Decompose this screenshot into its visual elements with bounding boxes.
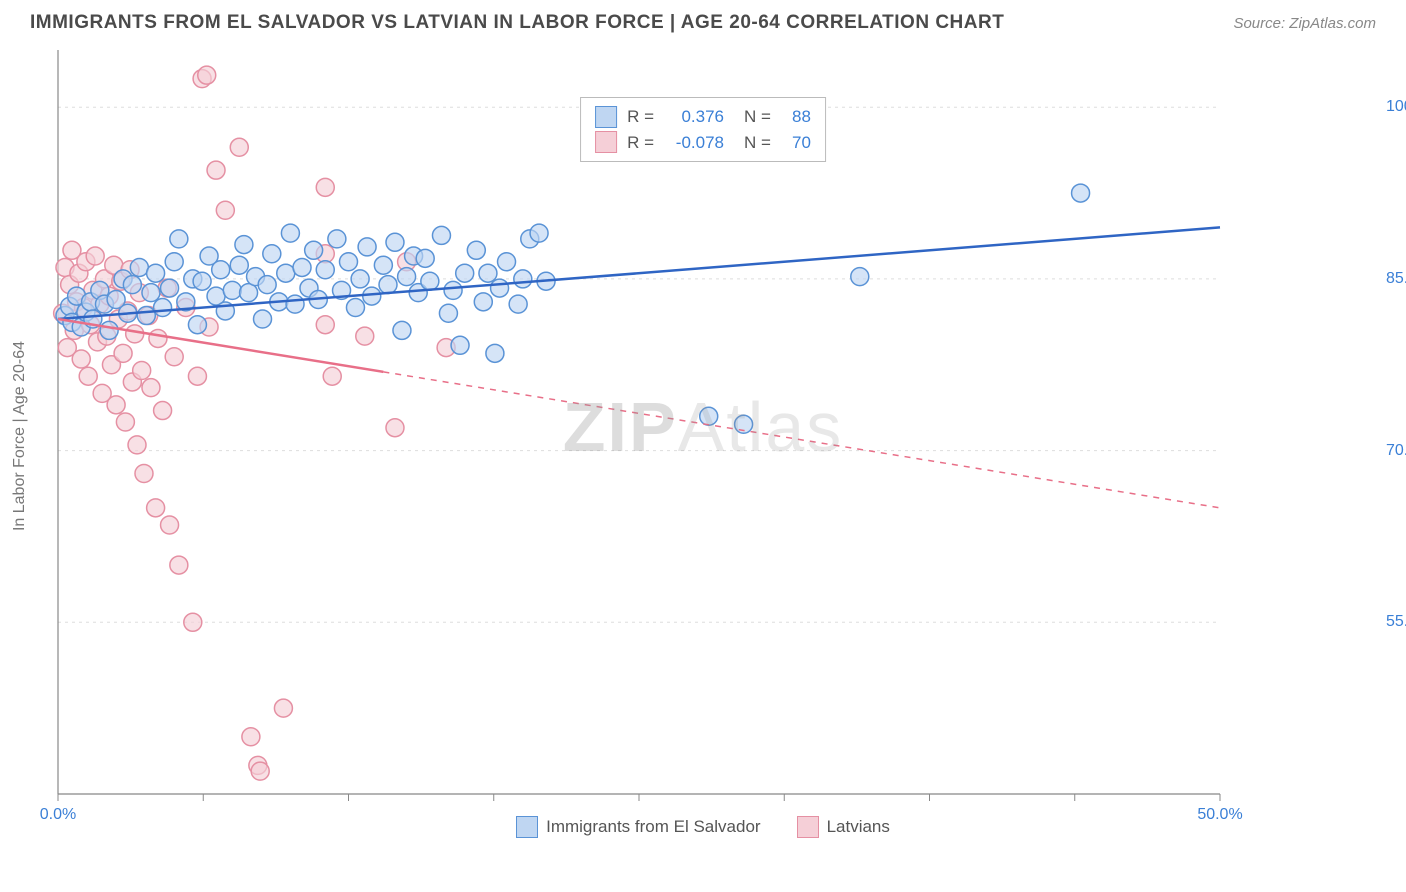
r-label: R = [627,130,654,156]
r-value: 0.376 [664,104,724,130]
r-value: -0.078 [664,130,724,156]
legend-row: R = -0.078 N = 70 [595,130,811,156]
legend-item: Latvians [797,816,890,838]
correlation-legend: R = 0.376 N = 88 R = -0.078 N = 70 [580,97,826,162]
chart-container: In Labor Force | Age 20-64 ZIPAtlas R = … [30,42,1376,812]
legend-swatch [595,106,617,128]
legend-swatch [595,131,617,153]
y-tick-label: 85.0% [1386,270,1406,288]
n-value: 88 [781,104,811,130]
legend-row: R = 0.376 N = 88 [595,104,811,130]
n-label: N = [744,104,771,130]
legend-label: Immigrants from El Salvador [546,817,760,837]
x-tick-label: 50.0% [1197,806,1242,824]
legend-swatch [516,816,538,838]
y-axis-label: In Labor Force | Age 20-64 [11,341,29,531]
chart-title: IMMIGRANTS FROM EL SALVADOR VS LATVIAN I… [30,12,1004,34]
r-label: R = [627,104,654,130]
legend-label: Latvians [827,817,890,837]
n-label: N = [744,130,771,156]
n-value: 70 [781,130,811,156]
y-tick-label: 100.0% [1386,98,1406,116]
y-tick-label: 55.0% [1386,613,1406,631]
legend-item: Immigrants from El Salvador [516,816,760,838]
source-attribution: Source: ZipAtlas.com [1233,15,1376,32]
series-legend: Immigrants from El Salvador Latvians [0,816,1406,843]
chart-header: IMMIGRANTS FROM EL SALVADOR VS LATVIAN I… [0,0,1406,42]
y-tick-label: 70.0% [1386,442,1406,460]
x-tick-label: 0.0% [40,806,76,824]
legend-swatch [797,816,819,838]
